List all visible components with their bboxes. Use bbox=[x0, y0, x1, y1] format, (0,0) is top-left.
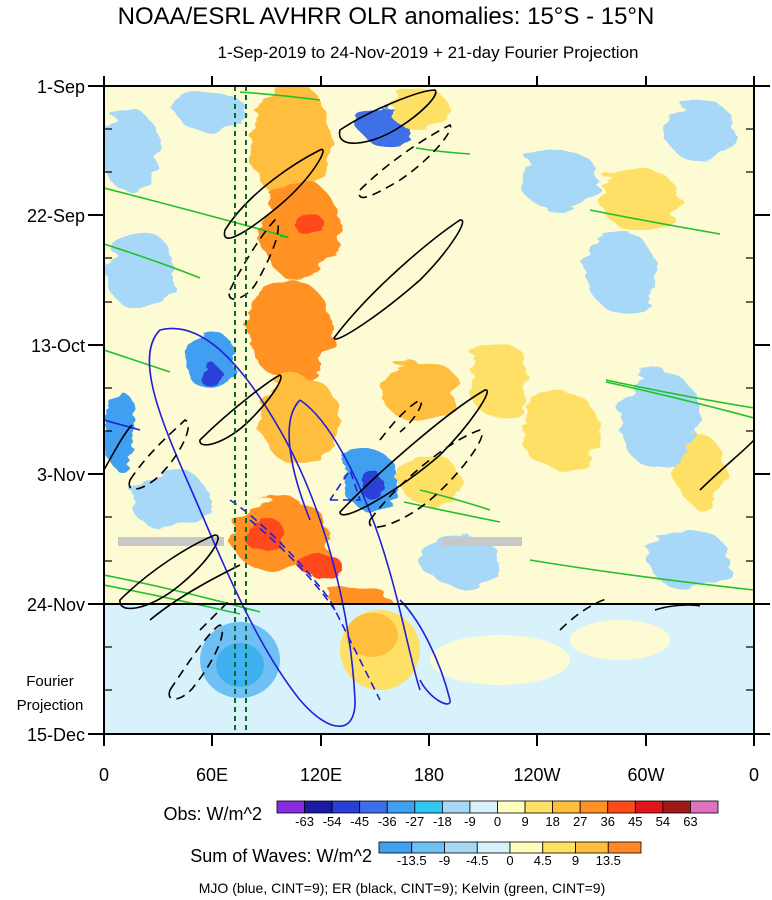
obs-colorbar-swatch bbox=[414, 800, 443, 814]
obs-colorbar-tick-label: 45 bbox=[628, 814, 642, 829]
waves-colorbar-tick-label: -13.5 bbox=[397, 853, 427, 868]
obs-colorbar: -63 -54 -45 -36 -27 -18 -9 0 9 18 27 36 45 54 63 bbox=[276, 800, 719, 829]
x-tick-label: 0 bbox=[99, 765, 109, 785]
obs-colorbar-swatch bbox=[690, 800, 719, 814]
obs-colorbar-tick-label: -27 bbox=[405, 814, 424, 829]
plot-area bbox=[104, 86, 754, 734]
waves-colorbar-label: Sum of Waves: W/m^2 bbox=[190, 846, 372, 866]
obs-colorbar-tick-label: 0 bbox=[494, 814, 501, 829]
x-tick-label: 60E bbox=[196, 765, 228, 785]
x-tick-label: 60W bbox=[627, 765, 664, 785]
y-tick-label: 3-Nov bbox=[37, 465, 85, 485]
obs-colorbar-tick-label: 63 bbox=[683, 814, 697, 829]
obs-colorbar-swatch bbox=[579, 800, 609, 814]
mjo-contours bbox=[104, 327, 451, 727]
waves-colorbar-swatch bbox=[509, 841, 544, 854]
obs-colorbar-swatch bbox=[304, 800, 333, 814]
kelvin-wave-contours bbox=[104, 91, 754, 615]
x-tick-label: 120W bbox=[513, 765, 560, 785]
y-minor-ticks bbox=[104, 128, 754, 691]
waves-colorbar-tick-label: -4.5 bbox=[466, 853, 488, 868]
obs-colorbar-swatch bbox=[607, 800, 636, 814]
waves-colorbar-tick-label: 4.5 bbox=[534, 853, 552, 868]
waves-colorbar-tick-label: 0 bbox=[506, 853, 513, 868]
missing-data-bar bbox=[118, 537, 224, 546]
waves-colorbar-swatch bbox=[607, 841, 642, 854]
obs-colorbar-swatch bbox=[662, 800, 691, 814]
waves-colorbar-tick-label: 9 bbox=[572, 853, 579, 868]
obs-colorbar-swatch bbox=[634, 800, 664, 814]
obs-colorbar-tick-label: -36 bbox=[378, 814, 397, 829]
missing-data-bar bbox=[442, 537, 522, 546]
obs-colorbar-tick-label: -45 bbox=[350, 814, 369, 829]
obs-colorbar-tick-label: -63 bbox=[295, 814, 314, 829]
x-major-ticks bbox=[103, 76, 755, 746]
er-wave-contours bbox=[104, 89, 754, 621]
obs-colorbar-tick-label: 9 bbox=[521, 814, 528, 829]
y-tick-labels: 1-Sep 22-Sep 13-Oct 3-Nov 24-Nov 15-Dec bbox=[27, 77, 85, 745]
y-tick-label: 15-Dec bbox=[27, 725, 85, 745]
waves-colorbar-swatch bbox=[575, 841, 609, 854]
waves-colorbar-tick-label: -9 bbox=[439, 853, 451, 868]
obs-colorbar-swatch bbox=[276, 800, 305, 814]
obs-colorbar-swatch bbox=[497, 800, 526, 814]
wave-legend: MJO (blue, CINT=9); ER (black, CINT=9); … bbox=[199, 880, 606, 896]
obs-colorbar-swatch bbox=[331, 800, 361, 814]
waves-colorbar-swatch bbox=[378, 841, 413, 854]
projection-label-line1: Fourier bbox=[26, 673, 74, 690]
obs-colorbar-swatch bbox=[359, 800, 388, 814]
obs-colorbar-tick-label: 36 bbox=[601, 814, 615, 829]
obs-colorbar-tick-label: 54 bbox=[656, 814, 670, 829]
y-tick-label: 1-Sep bbox=[37, 77, 85, 97]
obs-colorbar-swatch bbox=[552, 800, 581, 814]
obs-colorbar-swatch bbox=[469, 800, 498, 814]
obs-colorbar-tick-label: 18 bbox=[545, 814, 559, 829]
waves-colorbar-swatch bbox=[444, 841, 478, 854]
x-tick-label: 120E bbox=[300, 765, 342, 785]
x-tick-label: 180 bbox=[414, 765, 444, 785]
waves-colorbar-swatch bbox=[411, 841, 445, 854]
waves-colorbar-swatch bbox=[476, 841, 511, 854]
y-major-ticks bbox=[88, 85, 770, 735]
x-tick-label: 0 bbox=[749, 765, 759, 785]
chart-subtitle: 1-Sep-2019 to 24-Nov-2019 + 21-day Fouri… bbox=[218, 43, 639, 62]
obs-colorbar-tick-label: -9 bbox=[464, 814, 476, 829]
y-tick-label: 13-Oct bbox=[31, 336, 85, 356]
obs-colorbar-tick-label: -18 bbox=[433, 814, 452, 829]
y-tick-label: 22-Sep bbox=[27, 206, 85, 226]
waves-colorbar-swatch bbox=[542, 841, 576, 854]
obs-colorbar-swatch bbox=[441, 800, 471, 814]
obs-colorbar-tick-label: -54 bbox=[323, 814, 342, 829]
y-tick-label: 24-Nov bbox=[27, 595, 85, 615]
obs-colorbar-swatch bbox=[386, 800, 416, 814]
obs-colorbar-tick-label: 27 bbox=[573, 814, 587, 829]
obs-colorbar-swatch bbox=[524, 800, 554, 814]
x-tick-labels: 0 60E 120E 180 120W 60W 0 bbox=[99, 765, 759, 785]
projection-label-line2: Projection bbox=[17, 697, 84, 714]
obs-colorbar-label: Obs: W/m^2 bbox=[164, 804, 262, 824]
er-negative-contours bbox=[128, 124, 611, 700]
waves-colorbar: -13.5 -9 -4.5 0 4.5 9 13.5 bbox=[378, 841, 642, 868]
waves-colorbar-tick-label: 13.5 bbox=[596, 853, 621, 868]
chart-title: NOAA/ESRL AVHRR OLR anomalies: 15°S - 15… bbox=[118, 3, 655, 30]
